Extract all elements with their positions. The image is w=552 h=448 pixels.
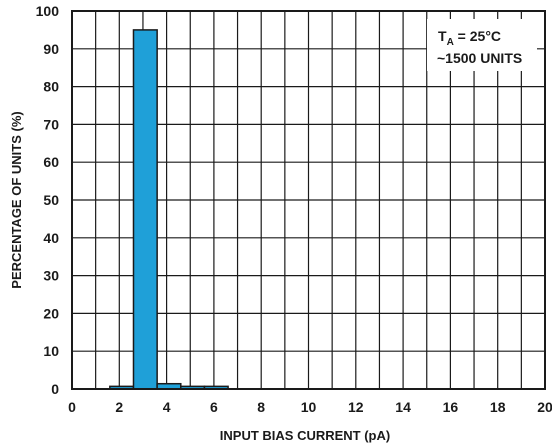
x-tick-label: 20 xyxy=(537,399,552,415)
y-tick-label: 10 xyxy=(43,343,59,359)
x-tick-label: 14 xyxy=(395,399,411,415)
y-tick-label: 30 xyxy=(43,268,59,284)
y-tick-labels: 0 10 20 30 40 50 60 70 80 90 100 xyxy=(36,3,60,397)
y-tick-label: 50 xyxy=(43,192,59,208)
grid-lines xyxy=(72,11,545,389)
x-tick-label: 4 xyxy=(163,399,171,415)
y-tick-label: 100 xyxy=(36,3,60,19)
temperature-annotation: TA = 25°C xyxy=(438,28,501,48)
annotation-box: TA = 25°C ~1500 UNITS xyxy=(427,19,537,71)
units-annotation: ~1500 UNITS xyxy=(437,50,522,66)
x-tick-label: 10 xyxy=(301,399,317,415)
x-axis-label: INPUT BIAS CURRENT (pA) xyxy=(220,428,390,443)
y-tick-label: 70 xyxy=(43,116,59,132)
x-tick-label: 2 xyxy=(115,399,123,415)
x-tick-label: 8 xyxy=(257,399,265,415)
bars xyxy=(109,29,229,390)
x-tick-label: 16 xyxy=(443,399,459,415)
plot-frame xyxy=(71,10,546,390)
x-tick-label: 12 xyxy=(348,399,364,415)
x-tick-label: 0 xyxy=(68,399,76,415)
x-tick-label: 18 xyxy=(490,399,506,415)
y-tick-label: 80 xyxy=(43,79,59,95)
y-axis-label: PERCENTAGE OF UNITS (%) xyxy=(9,111,24,288)
y-tick-label: 90 xyxy=(43,41,59,57)
y-tick-label: 20 xyxy=(43,305,59,321)
y-tick-label: 40 xyxy=(43,230,59,246)
histogram-bar xyxy=(132,29,158,390)
y-tick-label: 0 xyxy=(51,381,59,397)
y-tick-label: 60 xyxy=(43,154,59,170)
x-tick-labels: 0 2 4 6 8 10 12 14 16 18 20 xyxy=(68,399,552,415)
annotation-background xyxy=(427,19,537,71)
x-tick-label: 6 xyxy=(210,399,218,415)
